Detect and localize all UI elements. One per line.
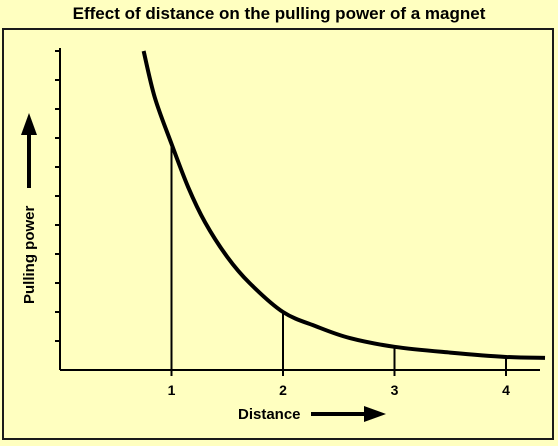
x-tick-label: 1	[168, 382, 176, 398]
x-tick-label: 4	[502, 382, 510, 398]
x-axis-arrow-head	[364, 406, 386, 422]
y-axis-arrow-head	[21, 113, 37, 135]
x-axis-label: Distance	[238, 406, 301, 423]
pulling-power-curve	[141, 50, 546, 360]
plot-border	[2, 28, 554, 440]
x-tick-label: 2	[279, 382, 287, 398]
chart-title: Effect of distance on the pulling power …	[72, 4, 486, 23]
y-axis-label: Pulling power	[21, 206, 38, 304]
x-tick-label: 3	[391, 382, 399, 398]
